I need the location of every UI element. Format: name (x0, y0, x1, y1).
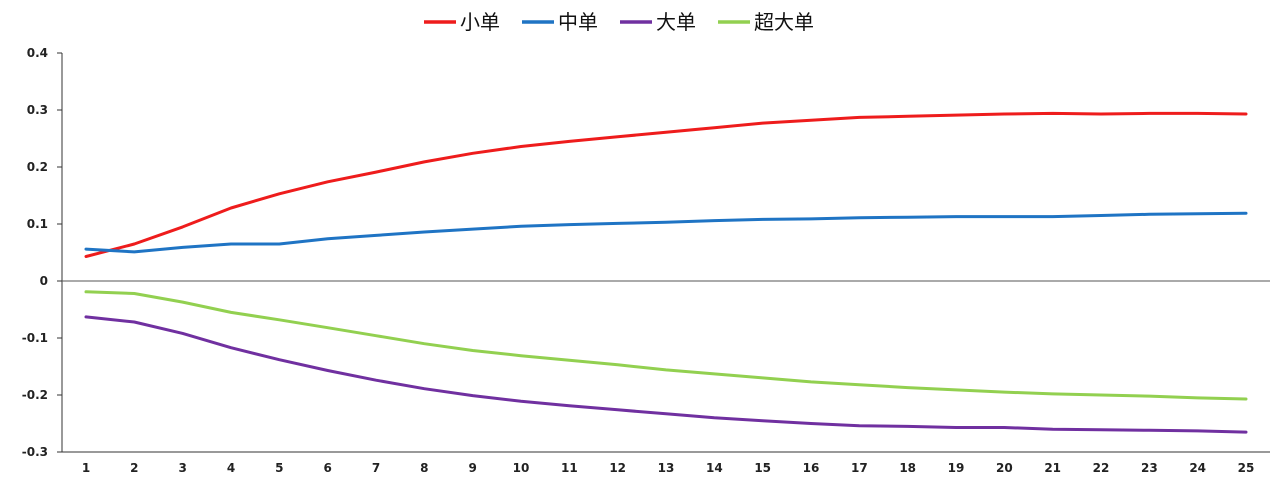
legend-label-3: 大单 (656, 10, 696, 34)
y-tick-label: 0.4 (27, 46, 48, 60)
x-tick-label: 24 (1189, 461, 1206, 475)
y-tick-label: -0.1 (22, 331, 48, 345)
series-line-4 (84, 290, 1248, 401)
y-axis: 0.4 0.3 0.2 0.1 0 -0.1 -0.2 -0.3 (22, 46, 63, 459)
y-tick-label: 0.2 (27, 160, 48, 174)
legend: 小单 中单 大单 超大单 (424, 10, 814, 34)
x-tick-label: 2 (130, 461, 138, 475)
series-layer (84, 111, 1248, 434)
x-tick-label: 23 (1141, 461, 1158, 475)
x-tick-label: 22 (1093, 461, 1110, 475)
x-tick-label: 3 (178, 461, 186, 475)
x-tick-label: 21 (1044, 461, 1061, 475)
x-tick-label: 8 (420, 461, 428, 475)
x-tick-label: 13 (658, 461, 675, 475)
x-tick-label: 4 (227, 461, 235, 475)
x-tick-label: 1 (82, 461, 90, 475)
x-tick-label: 19 (948, 461, 965, 475)
x-axis: 1 2 3 4 5 6 7 8 9 10 11 12 13 14 15 16 17 18 19 20 21 22 23 24 2… (62, 280, 1270, 475)
x-tick-label: 9 (468, 461, 476, 475)
legend-label-1: 小单 (460, 10, 500, 34)
x-tick-label: 25 (1238, 461, 1255, 475)
series-line-1 (84, 111, 1248, 258)
legend-label-2: 中单 (558, 10, 598, 34)
series-line-3 (84, 315, 1248, 434)
x-tick-label: 12 (609, 461, 626, 475)
x-tick-label: 15 (754, 461, 771, 475)
x-tick-label: 11 (561, 461, 578, 475)
legend-label-4: 超大单 (754, 10, 814, 34)
y-tick-label: 0.3 (27, 103, 48, 117)
x-tick-label: 14 (706, 461, 723, 475)
x-tick-label: 7 (372, 461, 380, 475)
series-line-2 (84, 211, 1248, 254)
x-tick-label: 6 (323, 461, 331, 475)
x-tick-label: 20 (996, 461, 1013, 475)
y-tick-label: -0.3 (22, 445, 48, 459)
x-tick-label: 10 (513, 461, 530, 475)
x-tick-label: 5 (275, 461, 283, 475)
y-tick-label: -0.2 (22, 388, 48, 402)
x-tick-label: 17 (851, 461, 868, 475)
y-tick-label: 0.1 (27, 217, 48, 231)
x-tick-label: 16 (803, 461, 820, 475)
y-tick-label: 0 (40, 274, 48, 288)
x-tick-label: 18 (899, 461, 916, 475)
